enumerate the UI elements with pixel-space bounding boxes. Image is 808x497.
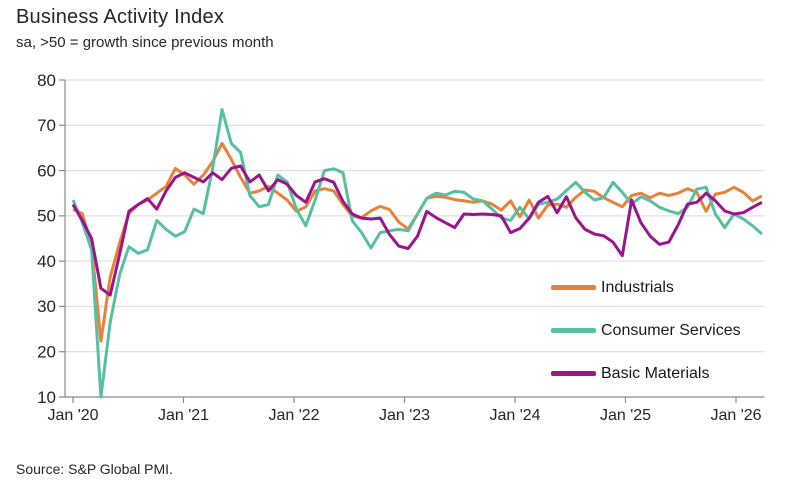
y-tick-label: 30 <box>37 297 56 316</box>
y-tick-label: 50 <box>37 207 56 226</box>
y-tick-label: 80 <box>37 71 56 90</box>
legend-label: Industrials <box>601 278 674 296</box>
y-tick-label: 40 <box>37 252 56 271</box>
y-tick-label: 60 <box>37 161 56 180</box>
x-tick-label: Jan '23 <box>379 407 430 424</box>
x-tick-label: Jan '20 <box>47 407 98 424</box>
y-tick-label: 10 <box>37 388 56 407</box>
chart-title: Business Activity Index <box>16 6 225 28</box>
x-tick-label: Jan '26 <box>710 407 761 424</box>
chart-subtitle: sa, >50 = growth since previous month <box>16 34 274 51</box>
legend-swatch <box>551 371 596 376</box>
series-line-consumer-services <box>71 107 763 399</box>
x-tick-label: Jan '25 <box>600 407 651 424</box>
series-line-basic-materials <box>71 164 763 297</box>
legend-label: Consumer Services <box>601 321 741 339</box>
legend-swatch <box>551 285 596 290</box>
legend-item-industrials: Industrials <box>551 266 741 309</box>
y-tick-label: 70 <box>37 116 56 135</box>
source-note: Source: S&P Global PMI. <box>16 461 173 477</box>
x-tick-label: Jan '21 <box>158 407 209 424</box>
y-tick-label: 20 <box>37 342 56 361</box>
legend-label: Basic Materials <box>601 364 710 382</box>
legend-item-basic-materials: Basic Materials <box>551 352 741 395</box>
chart-legend: Industrials Consumer Services Basic Materi… <box>551 266 741 395</box>
x-tick-label: Jan '22 <box>268 407 319 424</box>
x-tick-label: Jan '24 <box>489 407 540 424</box>
legend-item-consumer-services: Consumer Services <box>551 309 741 352</box>
legend-swatch <box>551 328 596 333</box>
